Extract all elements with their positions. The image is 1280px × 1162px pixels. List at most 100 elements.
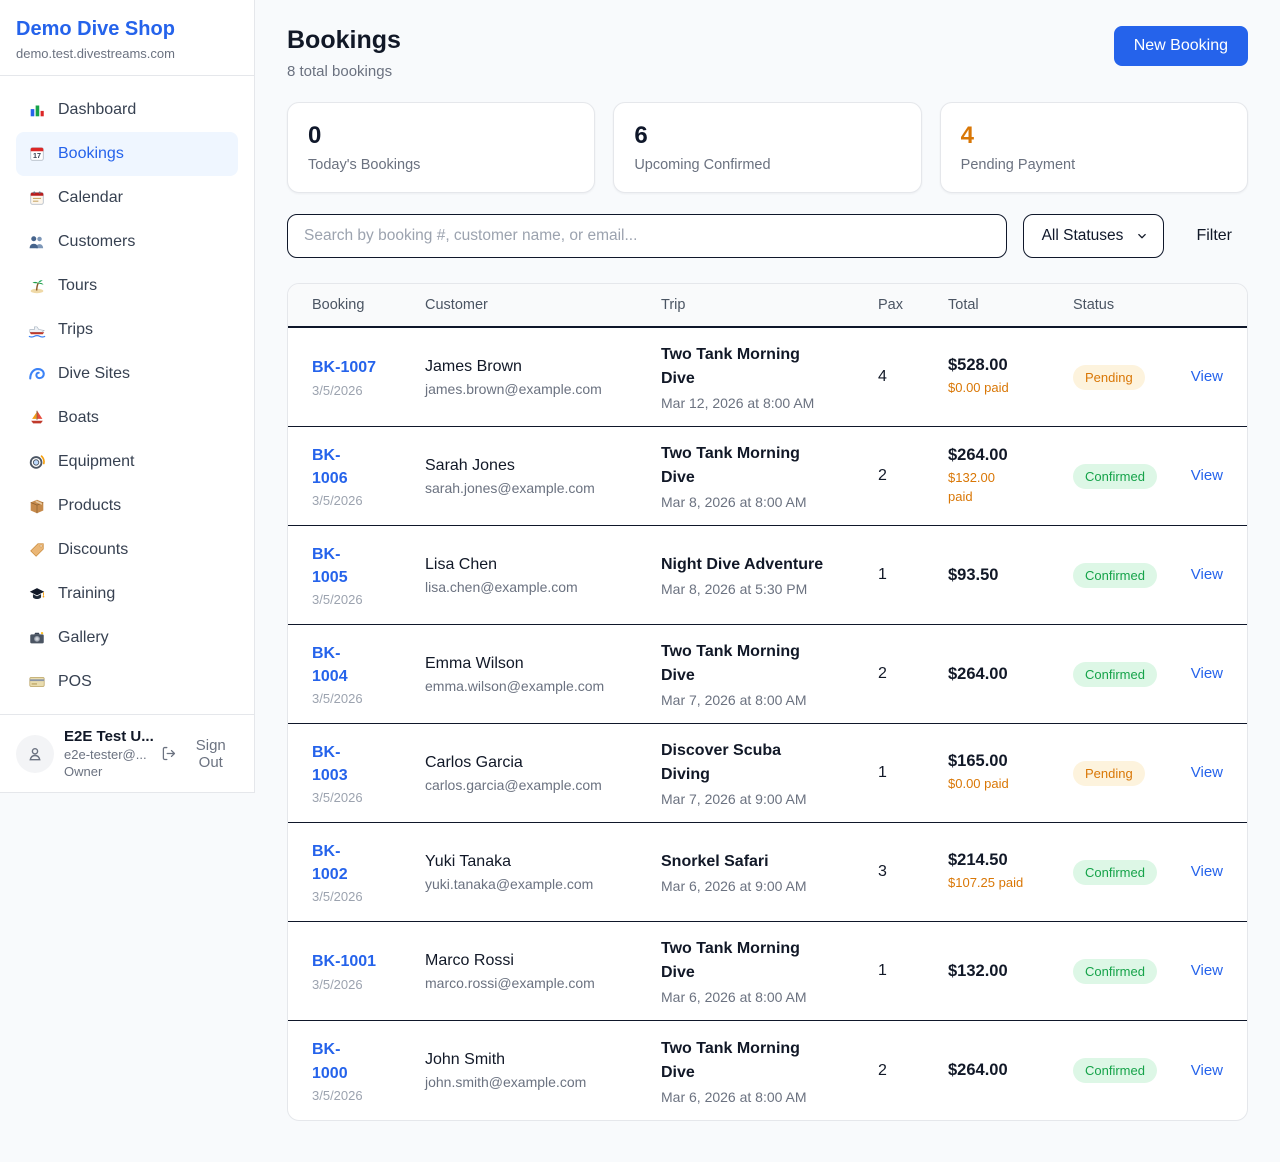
credit-card-icon	[28, 673, 46, 691]
customer-email: lisa.chen@example.com	[425, 578, 578, 595]
pax-count: 3	[878, 863, 887, 880]
trip-name: Two Tank Morning Dive	[661, 346, 800, 387]
search-input[interactable]	[287, 214, 1007, 258]
table-row: BK- 1003 3/5/2026 Carlos Garcia carlos.ga…	[288, 724, 1247, 823]
booking-id-link[interactable]: BK- 1002	[312, 842, 348, 883]
booking-id-link[interactable]: BK- 1000	[312, 1041, 348, 1082]
sidebar-item-discounts[interactable]: Discounts	[16, 528, 238, 572]
sidebar-item-label: Customers	[58, 233, 136, 250]
view-link[interactable]: View	[1190, 764, 1223, 781]
desert-island-icon	[28, 277, 46, 295]
customer-email: carlos.garcia@example.com	[425, 776, 602, 793]
customer-email: emma.wilson@example.com	[425, 677, 605, 694]
sidebar-item-trips[interactable]: Trips	[16, 308, 238, 352]
sidebar-item-label: Trips	[58, 321, 93, 338]
stat-label: Upcoming Confirmed	[634, 157, 771, 173]
booking-id-link[interactable]: BK- 1006	[312, 446, 348, 487]
trip-name: Two Tank Morning Dive	[661, 445, 800, 486]
paid-amount: $107.25 paid	[948, 875, 1024, 891]
pax-count: 1	[878, 764, 887, 781]
sign-out-label: Sign Out	[195, 736, 226, 771]
stats-row: 0 Today's Bookings 6 Upcoming Confirmed …	[287, 102, 1248, 193]
status-select[interactable]: All Statuses	[1022, 214, 1165, 258]
trip-name: Two Tank Morning Dive	[661, 643, 800, 684]
user-section: E2E Test U... e2e-tester@... Owner Sign …	[0, 714, 254, 792]
sidebar-item-label: Discounts	[58, 541, 129, 558]
booking-date: 3/5/2026	[312, 889, 363, 905]
trip-datetime: Mar 12, 2026 at 8:00 AM	[661, 395, 815, 411]
user-name: E2E Test U...	[64, 728, 154, 745]
column-header-pax: Pax	[878, 297, 903, 313]
view-link[interactable]: View	[1190, 566, 1223, 583]
user-meta: E2E Test U... e2e-tester@... Owner	[64, 728, 154, 779]
trip-datetime: Mar 6, 2026 at 8:00 AM	[661, 989, 807, 1005]
sidebar-item-tours[interactable]: Tours	[16, 264, 238, 308]
sidebar-item-label: Calendar	[58, 189, 123, 206]
pax-count: 1	[878, 566, 887, 583]
total-amount: $132.00	[948, 961, 1008, 980]
customer-email: yuki.tanaka@example.com	[425, 875, 594, 892]
sidebar-header: Demo Dive Shop demo.test.divestreams.com	[0, 0, 254, 76]
customer-email: marco.rossi@example.com	[425, 974, 595, 991]
stat-card-pending-payment: 4 Pending Payment	[939, 102, 1248, 193]
sign-out-button[interactable]: Sign Out	[160, 737, 238, 771]
avatar	[16, 734, 54, 773]
status-badge: Confirmed	[1073, 463, 1157, 489]
booking-id-link[interactable]: BK-1001	[312, 953, 377, 971]
booking-date: 3/5/2026	[312, 592, 363, 608]
stat-label: Today's Bookings	[308, 157, 421, 173]
sidebar-item-bookings[interactable]: 17 Bookings	[16, 132, 238, 176]
sidebar-item-customers[interactable]: Customers	[16, 220, 238, 264]
view-link[interactable]: View	[1190, 665, 1223, 682]
new-booking-button[interactable]: New Booking	[1113, 26, 1248, 66]
sidebar-item-dashboard[interactable]: Dashboard	[16, 88, 238, 132]
status-badge: Confirmed	[1073, 661, 1157, 687]
shop-domain: demo.test.divestreams.com	[16, 46, 175, 61]
total-amount: $264.00	[948, 445, 1008, 464]
status-badge: Confirmed	[1073, 859, 1157, 885]
table-header-row: Booking Customer Trip Pax Total Status	[288, 284, 1247, 328]
stat-value: 4	[960, 122, 975, 149]
chevron-down-icon	[1135, 229, 1149, 243]
sidebar-item-products[interactable]: Products	[16, 484, 238, 528]
customer-name: Lisa Chen	[425, 555, 498, 573]
pax-count: 4	[878, 368, 887, 385]
table-row: BK- 1000 3/5/2026 John Smith john.smith@e…	[288, 1021, 1247, 1120]
trip-datetime: Mar 7, 2026 at 8:00 AM	[661, 692, 807, 708]
trip-datetime: Mar 8, 2026 at 5:30 PM	[661, 581, 808, 597]
bar-chart-icon	[28, 101, 46, 119]
customer-name: Marco Rossi	[425, 951, 514, 969]
booking-id-link[interactable]: BK-1007	[312, 359, 377, 377]
trip-name: Two Tank Morning Dive	[661, 940, 800, 981]
sidebar-item-pos[interactable]: POS	[16, 660, 238, 704]
filter-button[interactable]: Filter	[1164, 227, 1248, 245]
booking-id-link[interactable]: BK- 1005	[312, 545, 348, 586]
customer-email: john.smith@example.com	[425, 1074, 587, 1090]
booking-date: 3/5/2026	[312, 790, 363, 806]
sidebar-item-label: Bookings	[58, 145, 124, 162]
sidebar-item-label: Dashboard	[58, 101, 137, 118]
view-link[interactable]: View	[1190, 467, 1223, 484]
sidebar-item-dive-sites[interactable]: Dive Sites	[16, 352, 238, 396]
booking-date: 3/5/2026	[312, 382, 363, 398]
booking-id-link[interactable]: BK- 1003	[312, 743, 348, 784]
sidebar-item-training[interactable]: Training	[16, 572, 238, 616]
view-link[interactable]: View	[1190, 1061, 1223, 1079]
stat-value: 6	[634, 122, 648, 149]
camera-flash-icon	[28, 629, 46, 647]
view-link[interactable]: View	[1190, 863, 1223, 880]
view-link[interactable]: View	[1190, 368, 1223, 385]
view-link[interactable]: View	[1190, 962, 1223, 979]
table-row: BK- 1006 3/5/2026 Sarah Jones sarah.jones…	[288, 427, 1247, 526]
booking-id-link[interactable]: BK- 1004	[312, 644, 348, 685]
trip-datetime: Mar 6, 2026 at 8:00 AM	[661, 1088, 807, 1105]
sidebar-item-gallery[interactable]: Gallery	[16, 616, 238, 660]
sidebar-item-equipment[interactable]: Equipment	[16, 440, 238, 484]
sidebar-item-boats[interactable]: Boats	[16, 396, 238, 440]
diving-mask-icon	[28, 453, 46, 471]
paid-amount: $132.00 paid	[948, 469, 995, 504]
paid-amount: $0.00 paid	[948, 776, 1009, 792]
sidebar-item-calendar[interactable]: Calendar	[16, 176, 238, 220]
tear-off-calendar-icon: 17	[28, 145, 46, 163]
stat-card-todays-bookings: 0 Today's Bookings	[287, 102, 596, 193]
